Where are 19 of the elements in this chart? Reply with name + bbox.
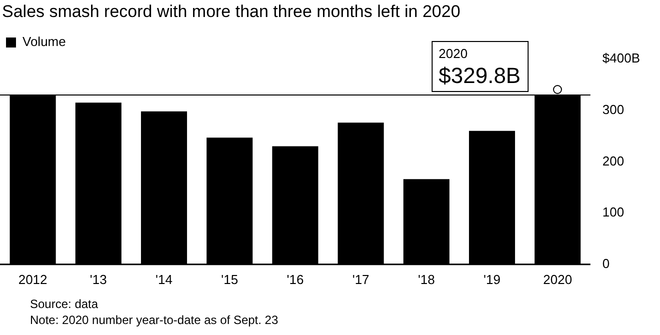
x-tick-label: '18 [418, 272, 435, 287]
y-tick-label: 100 [602, 204, 624, 220]
y-tick-label: 200 [602, 153, 624, 168]
y-tick-label: 0 [602, 256, 610, 271]
legend-label: Volume [22, 34, 66, 50]
text: Note: 2020 number year-to-date as of Sept. 23 [30, 312, 278, 328]
x-tick-label: '16 [286, 272, 304, 287]
y-tick-label: 300 [602, 102, 624, 117]
x-tick-label: 2020 [543, 272, 572, 287]
x-tick-label: 2012 [18, 272, 48, 287]
x-tick-label: '15 [221, 272, 238, 287]
source-note: Source: data [30, 296, 100, 312]
chart-title: Sales smash record with more than three months left in 2020 [2, 2, 460, 22]
x-tick-label: '19 [484, 272, 500, 287]
y-tick-label: $400B [602, 50, 640, 66]
annotation: 2020 $329.8B [438, 46, 521, 88]
x-tick-label: '13 [90, 272, 107, 287]
x-tick-label: '17 [352, 272, 370, 287]
x-tick-label: '14 [156, 272, 172, 287]
